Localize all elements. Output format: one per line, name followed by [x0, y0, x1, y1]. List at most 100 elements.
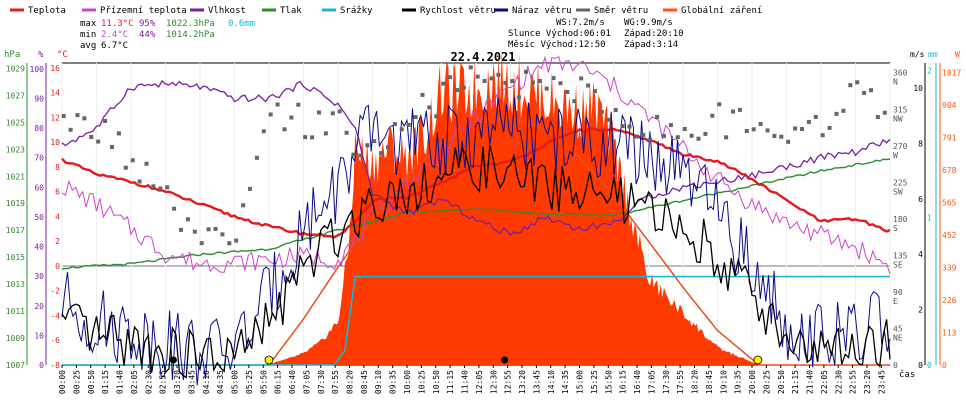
dir-point	[572, 99, 577, 104]
x-tick-label: 05:25	[245, 370, 254, 394]
x-tick-label: 08:20	[346, 370, 355, 394]
dir-point	[254, 155, 259, 160]
ms-tick: 4	[918, 250, 923, 259]
dir-point	[392, 122, 397, 127]
x-tick-label: 16:15	[619, 370, 628, 394]
dir-point	[261, 129, 266, 134]
legend-item: Rychlost větru	[402, 6, 496, 16]
axis-pct-label: %	[38, 50, 44, 60]
series-vlhkost	[61, 79, 891, 237]
dir-point	[475, 74, 480, 79]
hpa-tick: 1021	[6, 172, 25, 181]
hpa-tick: 1015	[6, 253, 25, 262]
legend-label: Směr větru	[594, 6, 648, 16]
chart-title: 22.4.2021	[450, 50, 515, 64]
x-tick-label: 21:15	[791, 370, 800, 394]
dir-tick: 90	[893, 288, 903, 297]
dir-point	[737, 107, 742, 112]
temp-tick: 12	[50, 113, 60, 122]
dir-point	[751, 127, 756, 132]
sunset-marker	[753, 355, 763, 365]
x-tick-label: 19:35	[734, 370, 743, 394]
dir-point	[717, 102, 722, 107]
dir-point	[268, 112, 273, 117]
sunrise-marker	[264, 355, 274, 365]
w-tick: 226	[942, 296, 957, 305]
hpa-tick: 1025	[6, 118, 25, 127]
legend-label: Globální záření	[681, 6, 762, 16]
pct-tick: 40	[34, 243, 44, 252]
dir-point	[317, 110, 321, 115]
dir-point	[551, 76, 556, 81]
dir-point	[579, 76, 584, 81]
dir-point	[724, 135, 729, 140]
hpa-tick: 1027	[6, 91, 25, 100]
dir-point	[703, 131, 708, 136]
temp-tick: 0	[55, 262, 60, 271]
x-tick-label: 13:20	[518, 370, 527, 394]
dir-point	[206, 227, 211, 232]
x-tick-label: 19:10	[719, 370, 728, 394]
dir-point	[123, 165, 128, 170]
dir-tick: SW	[893, 187, 903, 196]
temp-tick: -4	[50, 311, 60, 320]
dir-point	[303, 135, 308, 140]
x-tick-label: 02:55	[159, 370, 168, 394]
legend-label: Přízemní teplota	[100, 6, 187, 16]
w-tick: 678	[942, 166, 957, 175]
dir-point	[344, 130, 349, 135]
dir-tick: 180	[893, 215, 908, 224]
x-tick-label: 22:55	[849, 370, 858, 394]
x-tick-label: 03:20	[173, 370, 182, 394]
dir-point	[289, 115, 294, 120]
x-tick-label: 10:25	[417, 370, 426, 394]
series-layer	[61, 49, 891, 386]
dir-point	[137, 179, 142, 184]
dir-point	[806, 119, 811, 124]
x-tick-label: 15:00	[576, 370, 585, 394]
dir-point	[165, 185, 170, 190]
dir-tick: N	[893, 78, 898, 87]
x-axis-label: čas	[899, 369, 915, 380]
stats-temp: 2.4°C	[101, 30, 128, 40]
x-tick-label: 07:55	[331, 370, 340, 394]
dir-point	[413, 115, 418, 120]
pct-tick: 100	[30, 65, 45, 74]
dir-tick: 0	[893, 361, 898, 370]
dir-point	[110, 145, 114, 149]
x-axis: 00:00 00:25 00:50 01:15 01:40 02:05 02:30 02:55…	[58, 365, 915, 394]
x-tick-label: 02:30	[144, 370, 153, 394]
dir-point	[848, 83, 853, 88]
hpa-tick: 1011	[6, 307, 25, 316]
legend-item: Přízemní teplota	[82, 6, 187, 16]
dir-point	[634, 134, 639, 139]
w-tick: 113	[942, 328, 957, 337]
hpa-tick: 1023	[6, 145, 25, 154]
dir-point	[103, 119, 108, 123]
axis-ms-label: m/s	[910, 50, 925, 59]
dir-point	[248, 186, 252, 191]
dir-point	[882, 110, 887, 115]
w-tick: 339	[942, 263, 957, 272]
ms-tick: 6	[918, 195, 923, 204]
x-tick-label: 23:20	[863, 370, 872, 394]
stats-hum: 95%	[139, 19, 156, 29]
dir-point	[772, 133, 777, 138]
dir-point	[172, 206, 177, 211]
mm-tick: 2	[927, 66, 932, 75]
x-tick-label: 00:00	[58, 370, 67, 394]
x-tick-label: 21:40	[806, 370, 815, 394]
dir-point	[627, 124, 632, 129]
dir-point	[813, 114, 818, 119]
dir-point	[296, 102, 301, 107]
pct-tick: 20	[34, 302, 44, 311]
dir-point	[834, 111, 839, 116]
x-tick-label: 13:45	[532, 370, 541, 394]
dir-point	[689, 133, 694, 138]
x-tick-label: 12:05	[475, 370, 484, 394]
info-wg: WG:9.9m/s	[624, 18, 673, 28]
stats-label: avg	[80, 41, 96, 51]
dir-tick: SE	[893, 260, 903, 269]
hpa-tick: 1007	[6, 361, 25, 370]
